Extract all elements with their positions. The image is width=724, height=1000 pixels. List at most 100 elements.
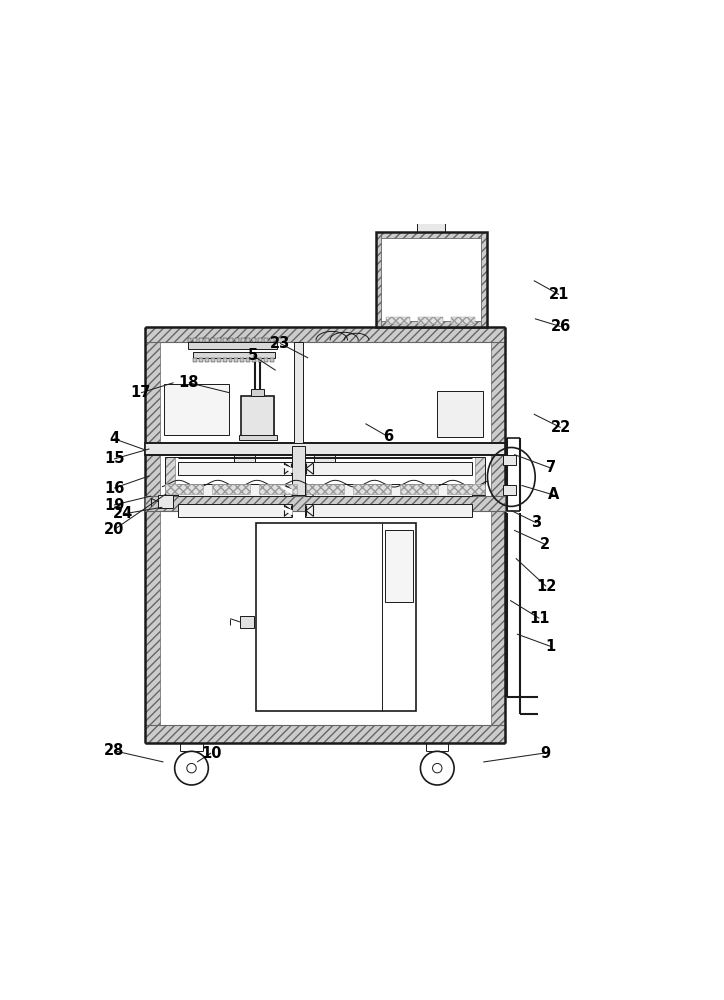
Bar — [481, 232, 487, 327]
Bar — [270, 338, 274, 342]
Bar — [188, 342, 277, 349]
Text: 15: 15 — [104, 451, 125, 466]
Bar — [241, 396, 274, 438]
Text: 20: 20 — [104, 522, 125, 537]
Bar — [229, 358, 232, 362]
Bar — [235, 338, 239, 342]
Bar — [246, 338, 251, 342]
Text: 2: 2 — [540, 537, 550, 552]
Polygon shape — [280, 507, 292, 515]
Bar — [258, 358, 262, 362]
Text: 22: 22 — [550, 420, 571, 435]
Bar — [251, 389, 264, 396]
Text: 23: 23 — [270, 336, 290, 351]
Bar — [165, 457, 175, 495]
Bar — [193, 352, 274, 358]
Text: 6: 6 — [383, 429, 393, 444]
Bar — [240, 358, 244, 362]
Bar — [306, 504, 472, 517]
Polygon shape — [280, 486, 292, 494]
Bar — [146, 342, 159, 725]
Bar — [386, 317, 411, 324]
Bar — [205, 338, 209, 342]
Bar — [418, 317, 443, 324]
Polygon shape — [286, 464, 292, 473]
Bar — [223, 338, 227, 342]
Bar — [376, 232, 381, 327]
Bar — [264, 358, 268, 362]
Bar — [306, 484, 472, 496]
Bar — [475, 457, 485, 495]
Circle shape — [174, 751, 209, 785]
Bar — [146, 327, 505, 342]
Text: 5: 5 — [248, 348, 258, 363]
Text: 26: 26 — [550, 319, 571, 334]
Bar — [211, 338, 215, 342]
Text: 24: 24 — [113, 506, 133, 521]
Circle shape — [187, 763, 196, 773]
Bar — [400, 484, 438, 494]
Text: 3: 3 — [531, 515, 542, 530]
Bar — [146, 443, 505, 455]
Bar — [246, 358, 250, 362]
Bar — [503, 455, 515, 465]
Bar — [178, 462, 292, 475]
Bar — [217, 338, 221, 342]
Text: 19: 19 — [104, 497, 125, 512]
Bar — [146, 725, 505, 743]
Polygon shape — [280, 464, 292, 473]
Bar — [376, 321, 487, 327]
Bar — [235, 358, 238, 362]
Bar — [270, 358, 274, 362]
Bar — [451, 317, 476, 324]
Polygon shape — [286, 486, 292, 494]
Bar — [146, 496, 505, 511]
Text: 12: 12 — [536, 579, 556, 594]
Text: 11: 11 — [529, 611, 550, 626]
Bar — [417, 215, 445, 232]
Text: 4: 4 — [109, 431, 119, 446]
Bar — [193, 358, 197, 362]
Bar — [240, 616, 254, 628]
Text: 7: 7 — [546, 460, 555, 475]
Bar — [212, 484, 251, 494]
Text: 18: 18 — [178, 375, 199, 390]
Bar — [264, 338, 268, 342]
Bar — [503, 485, 515, 495]
Bar — [437, 391, 484, 437]
Bar — [313, 455, 335, 467]
Text: 17: 17 — [131, 385, 151, 400]
Bar — [159, 495, 173, 508]
Text: A: A — [548, 487, 559, 502]
Circle shape — [432, 763, 442, 773]
Text: 16: 16 — [104, 481, 125, 496]
Polygon shape — [286, 507, 292, 515]
Bar — [205, 358, 209, 362]
Bar — [223, 358, 227, 362]
Bar — [253, 338, 256, 342]
Bar — [256, 523, 416, 711]
Bar — [447, 484, 485, 494]
Bar — [294, 342, 303, 443]
Bar — [178, 504, 292, 517]
Bar — [292, 446, 305, 495]
Bar — [193, 338, 198, 342]
Bar — [199, 338, 203, 342]
Bar — [211, 358, 215, 362]
Bar — [234, 455, 255, 467]
Bar — [353, 484, 391, 494]
Bar — [384, 530, 413, 602]
Bar — [240, 338, 245, 342]
Bar — [229, 338, 232, 342]
Text: 10: 10 — [201, 746, 222, 761]
Bar — [306, 484, 344, 494]
Text: 1: 1 — [545, 639, 556, 654]
Bar — [376, 232, 487, 238]
Bar — [178, 484, 292, 496]
Bar — [491, 342, 505, 725]
Circle shape — [421, 751, 454, 785]
Bar — [216, 358, 221, 362]
Bar — [252, 358, 256, 362]
Text: 28: 28 — [104, 743, 125, 758]
Bar — [199, 358, 203, 362]
